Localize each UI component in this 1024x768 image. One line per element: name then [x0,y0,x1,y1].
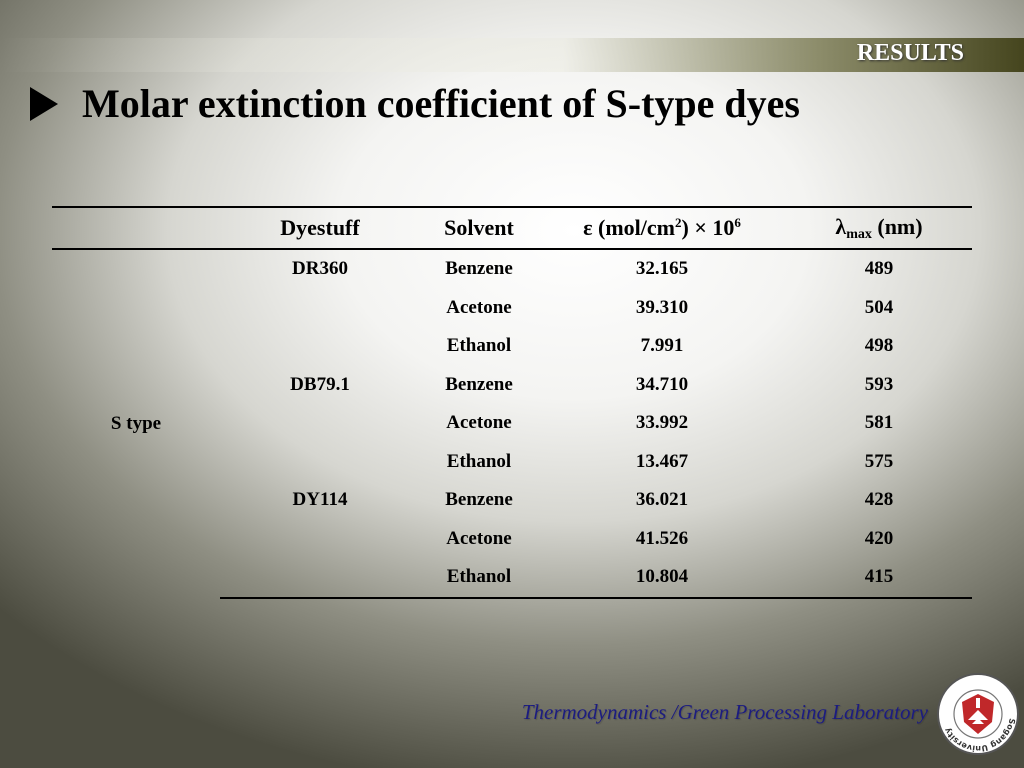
cell-epsilon: 10.804 [538,558,786,599]
table-row: Ethanol 10.804 415 [52,558,972,599]
header-solvent: Solvent [420,206,538,250]
cell-solvent: Acetone [446,527,512,549]
cell-lambda: 428 [864,489,894,511]
header-dyestuff: Dyestuff [220,206,420,250]
cell-dyestuff [220,558,420,599]
cell-solvent: Benzene [445,258,513,280]
cell-dyestuff: DR360 [292,258,348,280]
header-lambda: λmax (nm) [786,206,972,250]
cell-dyestuff: DB79.1 [290,373,350,395]
cell-epsilon: 36.021 [635,489,689,511]
header-lambda-sub: max [846,226,872,242]
cell-solvent: Ethanol [446,450,512,472]
cell-lambda: 415 [786,558,972,599]
cell-lambda: 504 [864,296,894,318]
cell-epsilon: 41.526 [635,527,689,549]
table-row: DB79.1 Benzene 34.710 593 [52,366,972,405]
cell-solvent: Benzene [445,373,513,395]
cell-lambda: 498 [864,335,894,357]
header-epsilon: ε (mol/cm2) × 106 [538,206,786,250]
cell-dyestuff [220,404,420,443]
header-band [0,38,1024,72]
header-epsilon-sup1: 2 [675,215,682,230]
header-lambda-tail: (nm) [871,213,923,239]
slide-title: Molar extinction coefficient of S-type d… [82,81,800,126]
table-row: Acetone 41.526 420 [52,520,972,559]
cell-dyestuff [220,289,420,328]
cell-solvent: Ethanol [420,558,538,599]
table-row: Ethanol 13.467 575 [52,443,972,482]
section-label: RESULTS [856,40,964,66]
title-row: Molar extinction coefficient of S-type d… [30,80,800,127]
cell-dyestuff [220,327,420,366]
sogang-university-seal-icon: Sogang University [937,673,1019,755]
cell-dyestuff [220,443,420,482]
extinction-table: Dyestuff Solvent ε (mol/cm2) × 106 λmax … [52,206,972,599]
header-epsilon-main: ε (mol/cm [583,215,675,240]
cell-lambda: 420 [864,527,894,549]
table-row: Acetone 39.310 504 [52,289,972,328]
cell-dyestuff: DY114 [292,489,348,511]
triangle-bullet-icon [30,86,58,121]
cell-epsilon: 33.992 [635,412,689,434]
cell-solvent: Ethanol [446,335,512,357]
cell-epsilon: 32.165 [635,258,689,280]
header-epsilon-sup2: 6 [734,215,741,230]
header-lambda-main: λ [835,213,847,239]
group-label: S type [110,412,162,434]
header-blank [52,206,220,250]
cell-solvent: Benzene [445,489,513,511]
table-header-row: Dyestuff Solvent ε (mol/cm2) × 106 λmax … [52,206,972,250]
lab-name: Thermodynamics /Green Processing Laborat… [521,700,928,724]
cell-solvent: Acetone [446,296,512,318]
table-row: S type DR360 Benzene 32.165 489 [52,249,972,434]
cell-lambda: 581 [864,412,894,434]
cell-epsilon: 39.310 [635,296,689,318]
cell-epsilon: 7.991 [640,335,684,357]
cell-lambda: 575 [864,450,894,472]
cell-epsilon: 34.710 [635,373,689,395]
table-row: Ethanol 7.991 498 [52,327,972,366]
table-row: Acetone 33.992 581 [52,404,972,443]
cell-dyestuff [220,520,420,559]
cell-solvent: Acetone [446,412,512,434]
table-row: DY114 Benzene 36.021 428 [52,481,972,520]
cell-epsilon: 13.467 [635,450,689,472]
cell-lambda: 489 [864,258,894,280]
header-epsilon-tail: ) × 10 [681,215,735,240]
table-body: S type DR360 Benzene 32.165 489 Acetone 39.310… [52,249,972,599]
cell-lambda: 593 [864,373,894,395]
